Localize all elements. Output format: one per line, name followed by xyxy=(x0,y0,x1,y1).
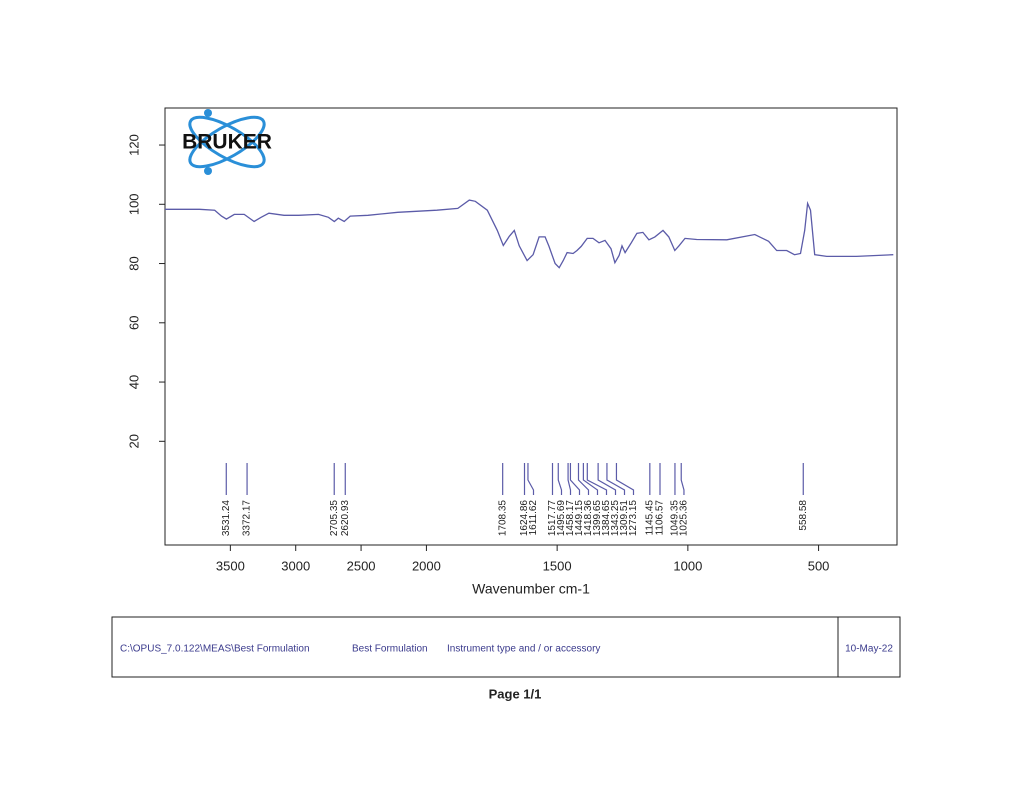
peak-label: 1343.25 xyxy=(610,500,621,537)
x-tick-label: 3000 xyxy=(281,558,310,573)
y-tick-label: 120 xyxy=(126,134,141,156)
x-tick-label: 1500 xyxy=(543,558,572,573)
peak-marker xyxy=(606,463,626,495)
peak-marker xyxy=(586,463,608,495)
logo-orbit xyxy=(188,115,266,169)
footer-box xyxy=(111,616,901,678)
peak-label: 1399.65 xyxy=(592,500,603,537)
peak-label: 2705.35 xyxy=(329,500,340,537)
peak-marker xyxy=(582,463,599,495)
peak-marker xyxy=(615,463,635,495)
peak-label: 1049.35 xyxy=(670,500,681,537)
logo-orbit xyxy=(188,115,266,169)
peak-label: 1495.69 xyxy=(556,500,567,537)
x-tick-label: 500 xyxy=(808,558,830,573)
peak-label: 3372.17 xyxy=(242,500,253,537)
y-tick-label: 100 xyxy=(126,193,141,215)
y-tick-label: 60 xyxy=(126,316,141,330)
peak-label: 1025.36 xyxy=(679,500,690,537)
logo-text: BRUKER xyxy=(182,131,272,154)
peak-label: 1418.36 xyxy=(583,500,594,537)
spectrum-line xyxy=(165,199,894,269)
logo-dot xyxy=(204,109,212,117)
peak-label: 2620.93 xyxy=(340,500,351,537)
x-tick-label: 1000 xyxy=(673,558,702,573)
peak-marker xyxy=(569,463,581,495)
peak-label: 1624.86 xyxy=(519,500,530,537)
peak-marker xyxy=(567,463,572,495)
peak-label: 1517.77 xyxy=(547,500,558,537)
peak-label: 1273.15 xyxy=(628,500,639,537)
peak-label: 1309.51 xyxy=(619,500,630,537)
x-axis-title: Wavenumber cm-1 xyxy=(472,581,590,597)
logo-dot xyxy=(204,167,212,175)
y-tick-label: 40 xyxy=(126,375,141,389)
x-tick-label: 3500 xyxy=(216,558,245,573)
peak-label: 1458.17 xyxy=(565,500,576,537)
footer-date: 10-May-22 xyxy=(845,644,893,655)
logo: BRUKER xyxy=(182,109,272,175)
peak-label: 3531.24 xyxy=(221,500,232,537)
y-tick-label: 20 xyxy=(126,434,141,448)
y-tick-label: 80 xyxy=(126,256,141,270)
plot-frame xyxy=(164,107,898,546)
peak-label: 1449.15 xyxy=(574,500,585,537)
peak-label: 558.58 xyxy=(798,500,809,531)
footer-sample: Best Formulation xyxy=(352,644,428,655)
peak-label: 1708.35 xyxy=(497,500,508,537)
peak-marker xyxy=(557,463,563,495)
peak-label: 1145.45 xyxy=(644,500,655,536)
peak-marker xyxy=(597,463,617,495)
page-number: Page 1/1 xyxy=(489,686,542,701)
peak-label: 1106.57 xyxy=(655,500,666,536)
peak-label: 1611.62 xyxy=(528,500,539,536)
peak-marker xyxy=(680,463,685,495)
x-tick-label: 2500 xyxy=(347,558,376,573)
peak-marker xyxy=(527,463,535,495)
x-tick-label: 2000 xyxy=(412,558,441,573)
peak-marker xyxy=(577,463,590,495)
footer-instrument: Instrument type and / or accessory xyxy=(447,644,600,655)
peak-label: 1384.65 xyxy=(601,500,612,537)
footer-path: C:\OPUS_7.0.122\MEAS\Best Formulation xyxy=(120,644,310,655)
